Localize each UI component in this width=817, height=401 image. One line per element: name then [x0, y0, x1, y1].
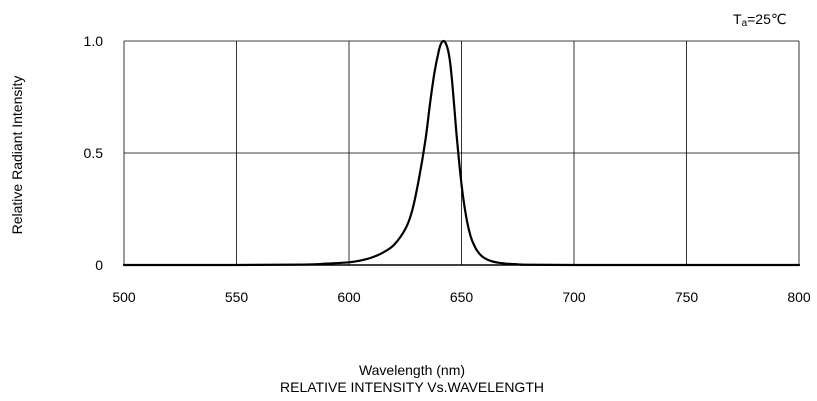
annotation-main: T — [733, 11, 742, 27]
y-tick-labels: 0 0.5 1.0 — [84, 33, 104, 273]
x-tick-labels: 500 550 600 650 700 750 800 — [112, 289, 811, 305]
y-tick-label: 0 — [95, 257, 103, 273]
x-tick-label: 550 — [225, 289, 249, 305]
x-tick-label: 700 — [562, 289, 586, 305]
y-tick-label: 0.5 — [84, 145, 104, 161]
grid-layer — [124, 41, 799, 265]
annotation-subscript: a — [742, 18, 748, 29]
x-axis-label: Wavelength (nm) — [359, 362, 465, 378]
x-tick-label: 650 — [450, 289, 474, 305]
x-tick-label: 800 — [787, 289, 811, 305]
spectrum-line — [122, 39, 801, 267]
x-tick-label: 500 — [112, 289, 136, 305]
y-tick-label: 1.0 — [84, 33, 104, 49]
series-layer — [122, 39, 801, 267]
x-tick-label: 750 — [675, 289, 699, 305]
chart-annotation: Ta=25℃ — [733, 11, 787, 29]
y-axis-label: Relative Radiant Intensity — [9, 76, 25, 235]
chart-title: RELATIVE INTENSITY Vs.WAVELENGTH — [280, 379, 544, 395]
x-tick-label: 600 — [337, 289, 361, 305]
annotation-suffix: =25℃ — [747, 11, 786, 27]
